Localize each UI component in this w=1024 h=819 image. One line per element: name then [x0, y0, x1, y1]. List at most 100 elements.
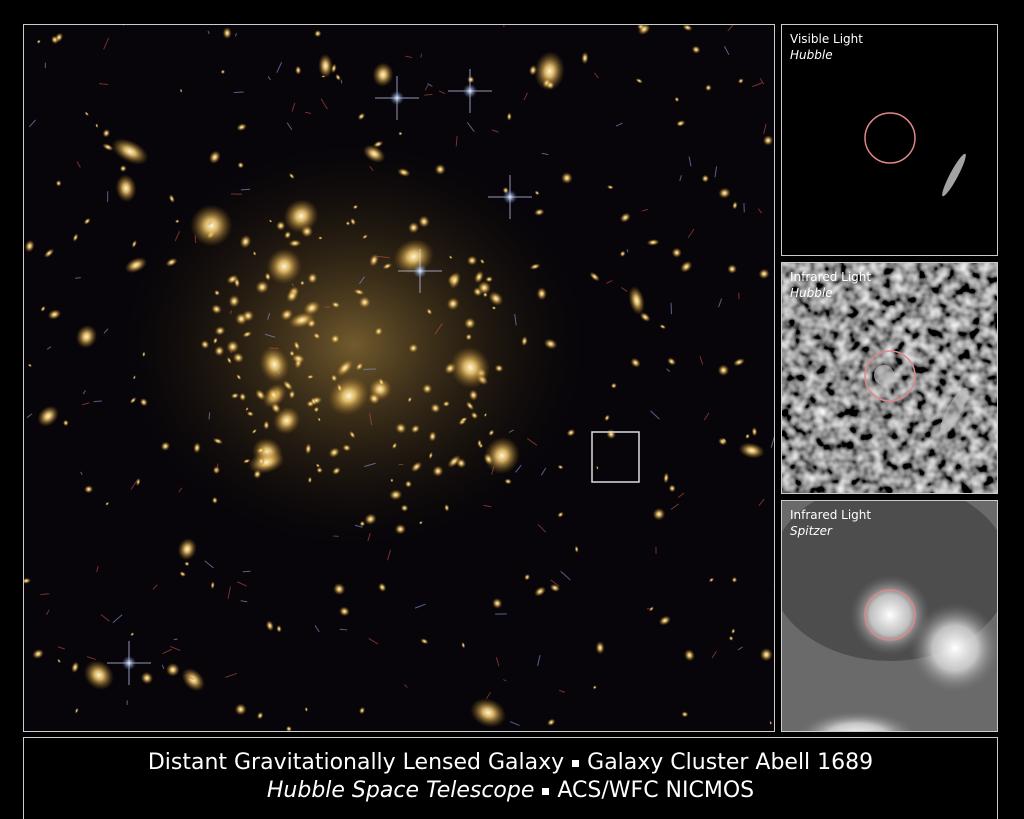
arc [26, 413, 33, 419]
galaxy [258, 457, 265, 466]
caption-text: Galaxy Cluster Abell 1689 [587, 750, 874, 775]
arc [541, 152, 549, 156]
arc [714, 166, 718, 178]
galaxy [119, 165, 127, 172]
arc [161, 664, 165, 669]
galaxy [228, 294, 240, 308]
arc [724, 45, 730, 55]
galaxy [442, 400, 450, 407]
galaxy [57, 658, 61, 664]
galaxy [444, 503, 450, 512]
galaxy [305, 443, 312, 455]
arc [82, 402, 90, 406]
arc [540, 467, 547, 476]
galaxy [561, 172, 573, 184]
galaxy [404, 480, 412, 488]
galaxy [284, 230, 292, 239]
arc [291, 283, 295, 287]
galaxy [410, 424, 420, 434]
arc [46, 346, 52, 350]
galaxy [446, 297, 460, 311]
galaxy [55, 180, 62, 187]
galaxy [391, 442, 398, 450]
galaxy [676, 120, 686, 127]
galaxy [263, 420, 270, 430]
galaxy [342, 444, 351, 452]
galaxy [357, 112, 366, 121]
galaxy [482, 292, 488, 298]
arc [100, 614, 110, 622]
galaxy [430, 403, 441, 414]
galaxy [40, 305, 46, 312]
galaxy [248, 450, 285, 474]
galaxy [428, 431, 437, 442]
galaxy [256, 711, 264, 720]
galaxy [557, 464, 564, 470]
galaxy [358, 296, 371, 309]
galaxy [32, 649, 44, 659]
galaxy [456, 458, 467, 469]
arc [93, 400, 102, 403]
galaxy [477, 281, 492, 295]
galaxy [545, 80, 555, 90]
arc [594, 72, 599, 79]
galaxy [466, 255, 478, 266]
arc [80, 471, 83, 475]
galaxy [394, 523, 406, 535]
galaxy [179, 571, 186, 577]
galaxy [226, 274, 239, 284]
galaxy [543, 338, 558, 350]
galaxy [400, 504, 409, 512]
galaxy [259, 346, 290, 383]
galaxy [212, 337, 218, 345]
arc [320, 98, 328, 110]
panel-label: Infrared Light Hubble [790, 269, 871, 301]
star [503, 190, 517, 204]
galaxy [160, 441, 171, 451]
arc [758, 498, 765, 506]
galaxy [524, 573, 531, 581]
arc [770, 436, 774, 448]
galaxy [728, 635, 734, 641]
galaxy [492, 598, 503, 609]
galaxy [276, 220, 286, 231]
arc [75, 277, 81, 279]
galaxy [658, 615, 671, 626]
arc [688, 156, 692, 167]
arc [527, 438, 538, 446]
galaxy [239, 392, 247, 401]
galaxy [574, 545, 579, 553]
arc [173, 638, 178, 641]
panel: Infrared Light Hubble [781, 262, 998, 494]
galaxy [549, 583, 561, 592]
galaxy [350, 217, 356, 226]
panel-source: Spitzer [790, 524, 832, 538]
arc [621, 287, 628, 292]
galaxy [307, 476, 312, 484]
arc [523, 92, 528, 101]
galaxy [547, 718, 556, 726]
galaxy [450, 346, 491, 389]
galaxy [95, 123, 99, 129]
galaxy [212, 466, 221, 475]
galaxy [282, 380, 293, 391]
arc [642, 208, 648, 212]
arc [208, 412, 211, 420]
galaxy [390, 478, 394, 483]
arc [314, 624, 320, 633]
galaxy [266, 248, 302, 285]
arc [537, 524, 547, 533]
galaxy [310, 397, 317, 406]
galaxy [291, 353, 305, 364]
panel-image [782, 25, 997, 255]
panel-label: Infrared Light Spitzer [790, 507, 871, 539]
galaxy [177, 538, 197, 561]
galaxy [130, 632, 135, 637]
galaxy [759, 648, 773, 662]
arc [687, 228, 695, 238]
galaxy [395, 422, 407, 434]
galaxy [485, 276, 494, 283]
galaxy [265, 620, 274, 632]
galaxy [83, 217, 91, 225]
arc [339, 628, 348, 631]
